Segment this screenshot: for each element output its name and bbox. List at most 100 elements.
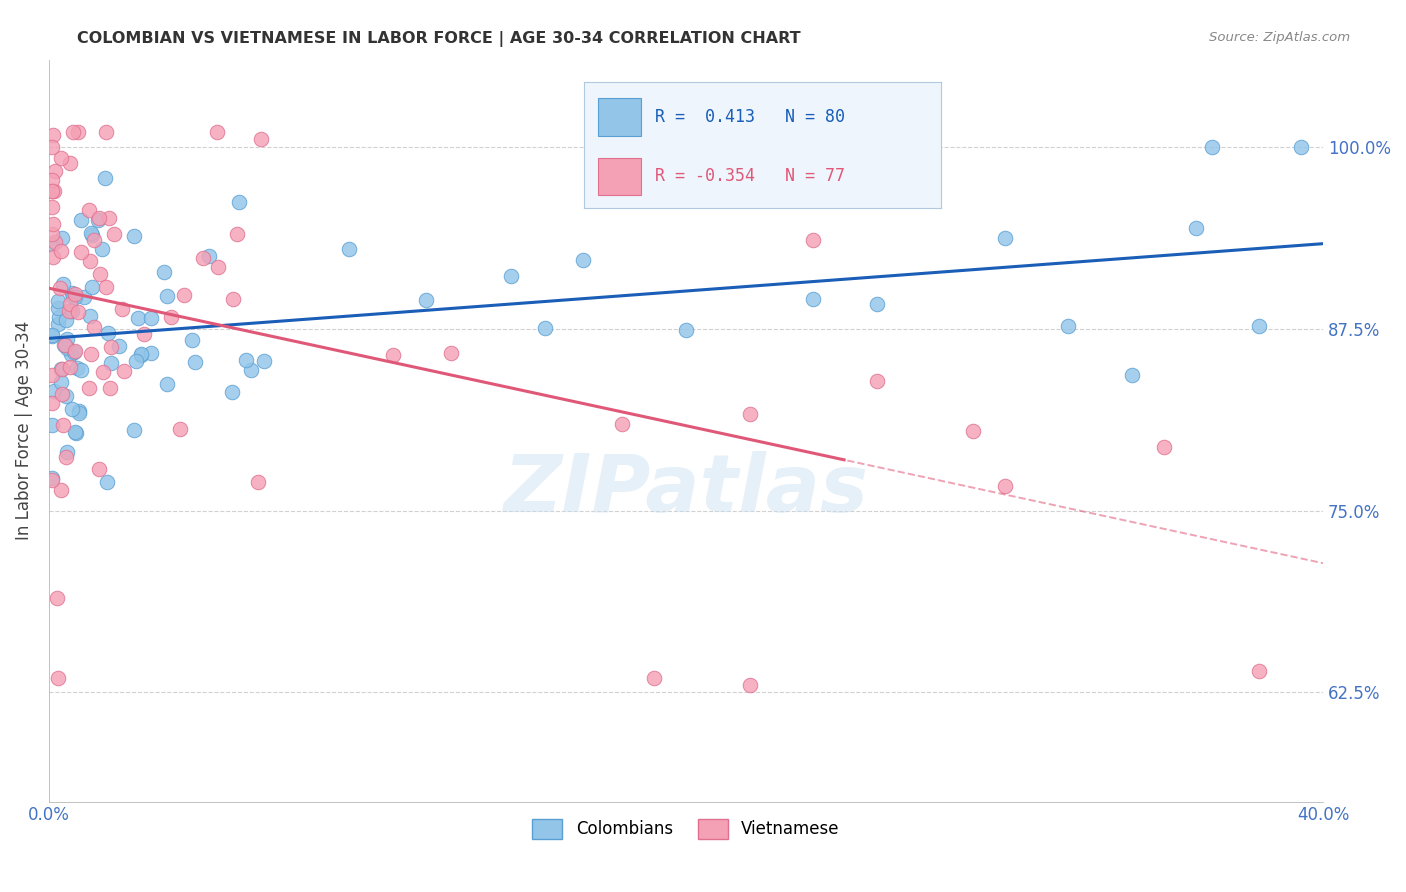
- Point: [52, 417, 75, 432]
- Point: [87, 461, 110, 475]
- Point: [70, 363, 93, 377]
- Point: [77, 381, 100, 395]
- Point: [60, 285, 83, 300]
- Point: [62, 303, 84, 318]
- Point: [100, 340, 122, 354]
- Point: [103, 227, 125, 241]
- Point: [41, 173, 63, 187]
- Point: [41, 417, 63, 432]
- Point: [222, 293, 245, 307]
- Point: [91, 365, 114, 379]
- Point: [94, 280, 117, 294]
- Point: [129, 347, 152, 361]
- Point: [42, 217, 65, 231]
- Point: [51, 361, 73, 376]
- Point: [994, 479, 1017, 493]
- Point: [77, 203, 100, 218]
- Point: [129, 348, 152, 362]
- Point: [60, 347, 83, 361]
- Point: [1153, 440, 1175, 454]
- Point: [49, 362, 72, 376]
- Point: [499, 269, 522, 284]
- Point: [98, 211, 121, 226]
- Point: [94, 125, 117, 139]
- Point: [253, 353, 276, 368]
- Point: [152, 265, 174, 279]
- Point: [612, 417, 634, 431]
- Point: [994, 231, 1017, 245]
- Point: [51, 231, 73, 245]
- Point: [127, 310, 149, 325]
- Point: [41, 395, 63, 409]
- Point: [98, 381, 121, 395]
- Point: [41, 473, 63, 487]
- Point: [52, 277, 75, 291]
- Point: [1249, 664, 1271, 678]
- Point: [65, 425, 87, 440]
- Point: [59, 156, 82, 170]
- Point: [41, 184, 63, 198]
- Point: [156, 377, 179, 392]
- Point: [1057, 318, 1080, 333]
- Text: COLOMBIAN VS VIETNAMESE IN LABOR FORCE | AGE 30-34 CORRELATION CHART: COLOMBIAN VS VIETNAMESE IN LABOR FORCE |…: [77, 31, 801, 47]
- Point: [55, 312, 77, 326]
- Point: [111, 301, 134, 316]
- Point: [67, 403, 90, 417]
- Point: [173, 288, 195, 302]
- Point: [62, 344, 84, 359]
- Point: [112, 364, 135, 378]
- Point: [1201, 140, 1223, 154]
- Point: [738, 678, 761, 692]
- Point: [41, 200, 63, 214]
- Point: [738, 407, 761, 421]
- Point: [1121, 368, 1143, 382]
- Point: [866, 297, 889, 311]
- Point: [46, 301, 69, 315]
- Point: [56, 332, 79, 346]
- Point: [46, 317, 69, 331]
- Point: [83, 233, 105, 247]
- Point: [42, 250, 65, 264]
- Point: [79, 347, 101, 361]
- Point: [198, 249, 221, 263]
- Point: [55, 450, 77, 465]
- Point: [169, 422, 191, 436]
- Point: [866, 374, 889, 388]
- Point: [59, 297, 82, 311]
- Point: [58, 304, 80, 318]
- Point: [55, 445, 77, 459]
- Point: [160, 310, 183, 325]
- Point: [225, 227, 247, 241]
- Point: [51, 375, 73, 389]
- Point: [41, 329, 63, 343]
- Point: [79, 309, 101, 323]
- Text: Source: ZipAtlas.com: Source: ZipAtlas.com: [1209, 31, 1350, 45]
- Point: [44, 384, 66, 398]
- Point: [87, 211, 110, 225]
- Point: [533, 321, 555, 335]
- Point: [51, 387, 73, 401]
- Point: [124, 423, 146, 437]
- Point: [44, 235, 66, 249]
- Point: [184, 355, 207, 369]
- Point: [82, 228, 104, 243]
- Point: [571, 252, 593, 267]
- Point: [91, 242, 114, 256]
- Point: [205, 125, 228, 139]
- Point: [89, 267, 111, 281]
- Point: [46, 591, 69, 605]
- Point: [235, 353, 257, 368]
- Point: [41, 128, 63, 142]
- Point: [181, 333, 204, 347]
- Point: [48, 310, 70, 325]
- Point: [55, 389, 77, 403]
- Point: [62, 290, 84, 304]
- Point: [132, 326, 155, 341]
- Point: [44, 164, 66, 178]
- Point: [67, 304, 90, 318]
- Point: [79, 253, 101, 268]
- Text: ZIPatlas: ZIPatlas: [503, 451, 869, 529]
- Point: [60, 402, 83, 417]
- Point: [803, 234, 825, 248]
- Point: [67, 406, 90, 420]
